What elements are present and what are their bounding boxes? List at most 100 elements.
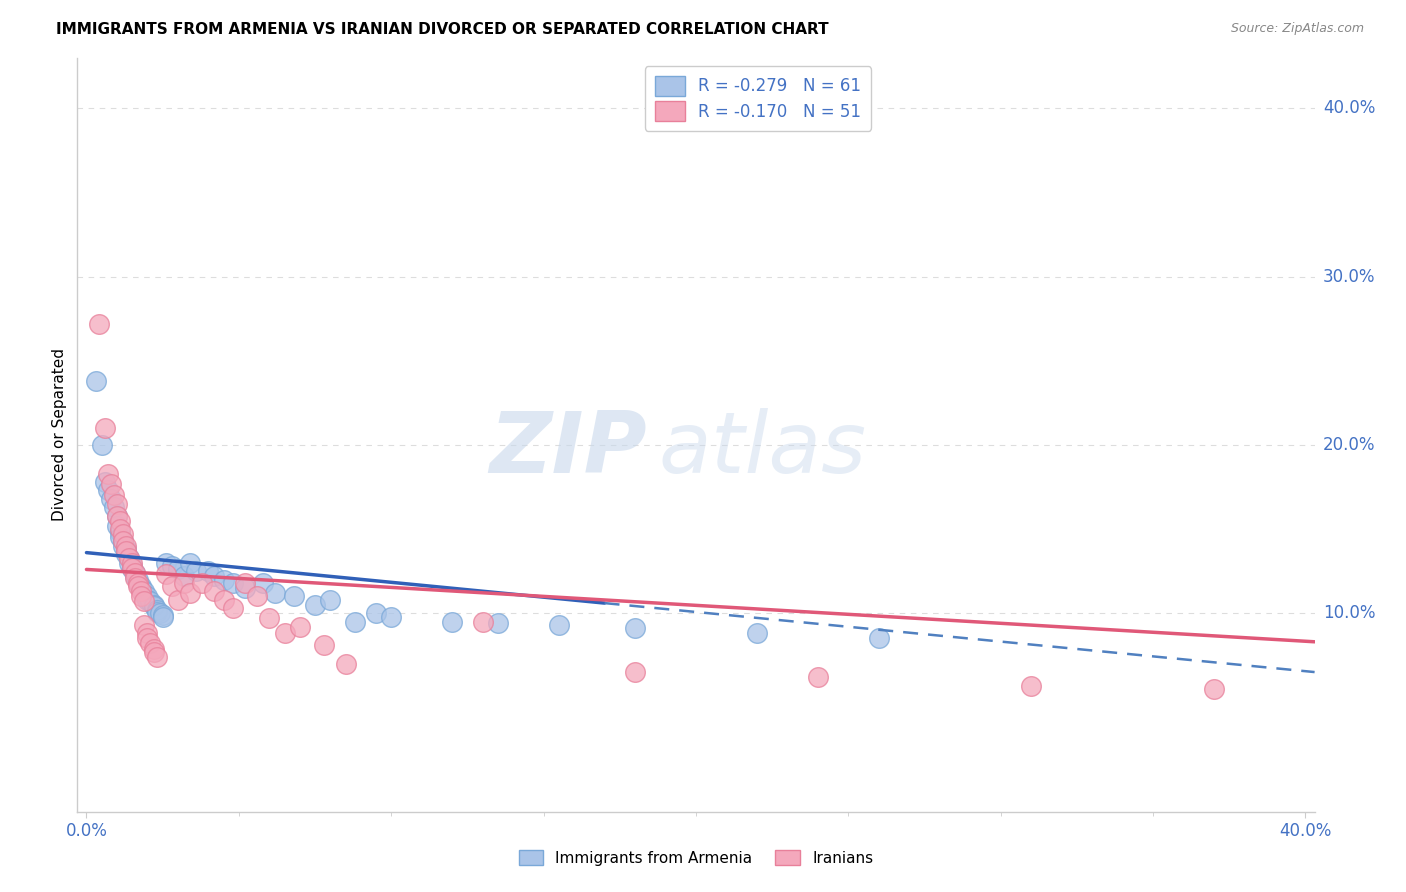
Point xyxy=(94,475,117,489)
Point xyxy=(136,592,159,607)
Point xyxy=(105,518,128,533)
Point xyxy=(152,607,174,622)
Point xyxy=(94,421,117,435)
Point xyxy=(115,544,138,558)
Point xyxy=(160,559,183,574)
Point xyxy=(222,575,245,590)
Point xyxy=(155,556,177,570)
Point xyxy=(547,618,569,632)
Point xyxy=(191,575,214,590)
Text: atlas: atlas xyxy=(659,409,868,491)
Point xyxy=(105,508,128,523)
Point xyxy=(124,566,146,580)
Point xyxy=(288,620,311,634)
Point xyxy=(97,467,120,481)
Point xyxy=(121,561,143,575)
Point xyxy=(252,575,274,590)
Point xyxy=(486,616,509,631)
Point xyxy=(1019,679,1042,693)
Point xyxy=(108,531,131,545)
Point xyxy=(124,571,146,585)
Point xyxy=(127,579,149,593)
Point xyxy=(124,566,146,580)
Point xyxy=(745,626,768,640)
Point xyxy=(179,556,201,570)
Point xyxy=(441,615,464,629)
Point xyxy=(97,483,120,498)
Point xyxy=(108,522,131,536)
Point xyxy=(115,547,138,561)
Text: 20.0%: 20.0% xyxy=(1323,436,1375,454)
Point xyxy=(118,556,141,570)
Point xyxy=(121,556,143,570)
Point xyxy=(273,626,295,640)
Point xyxy=(335,657,357,671)
Point xyxy=(103,488,125,502)
Point xyxy=(112,533,135,548)
Point xyxy=(105,497,128,511)
Point xyxy=(115,539,138,553)
Text: Source: ZipAtlas.com: Source: ZipAtlas.com xyxy=(1230,22,1364,36)
Point xyxy=(127,573,149,587)
Point xyxy=(136,632,159,646)
Point xyxy=(212,592,235,607)
Point xyxy=(314,638,336,652)
Point xyxy=(380,609,402,624)
Point xyxy=(103,500,125,515)
Point xyxy=(343,615,366,629)
Point xyxy=(304,598,326,612)
Point xyxy=(139,636,162,650)
Point xyxy=(108,525,131,540)
Point xyxy=(167,592,190,607)
Point xyxy=(152,609,174,624)
Point xyxy=(1202,681,1225,696)
Point xyxy=(807,670,830,684)
Point xyxy=(145,605,167,619)
Point xyxy=(134,594,156,608)
Point xyxy=(131,579,153,593)
Point xyxy=(121,559,143,574)
Point xyxy=(204,584,226,599)
Point xyxy=(264,586,287,600)
Point xyxy=(197,564,219,578)
Point xyxy=(131,584,153,599)
Point xyxy=(624,621,647,635)
Point xyxy=(112,533,135,548)
Point xyxy=(134,618,156,632)
Point xyxy=(134,584,156,599)
Point xyxy=(124,569,146,583)
Text: 40.0%: 40.0% xyxy=(1323,99,1375,118)
Point xyxy=(100,491,122,506)
Point xyxy=(186,564,208,578)
Point xyxy=(136,590,159,604)
Point xyxy=(173,569,195,583)
Y-axis label: Divorced or Separated: Divorced or Separated xyxy=(52,349,67,521)
Point xyxy=(90,438,112,452)
Point xyxy=(115,542,138,557)
Point xyxy=(136,626,159,640)
Point xyxy=(108,514,131,528)
Point xyxy=(142,598,165,612)
Point xyxy=(624,665,647,679)
Point xyxy=(134,588,156,602)
Point xyxy=(160,579,183,593)
Point xyxy=(167,562,190,576)
Legend: Immigrants from Armenia, Iranians: Immigrants from Armenia, Iranians xyxy=(513,844,879,871)
Point xyxy=(142,641,165,656)
Point xyxy=(87,317,110,331)
Point xyxy=(145,603,167,617)
Point xyxy=(118,550,141,565)
Point xyxy=(112,527,135,541)
Point xyxy=(868,632,890,646)
Point xyxy=(173,575,195,590)
Point xyxy=(179,586,201,600)
Point xyxy=(142,645,165,659)
Text: 10.0%: 10.0% xyxy=(1323,604,1375,623)
Point xyxy=(319,592,342,607)
Point xyxy=(212,573,235,587)
Point xyxy=(121,562,143,576)
Point xyxy=(105,508,128,523)
Point xyxy=(204,569,226,583)
Point xyxy=(149,606,172,620)
Point xyxy=(131,590,153,604)
